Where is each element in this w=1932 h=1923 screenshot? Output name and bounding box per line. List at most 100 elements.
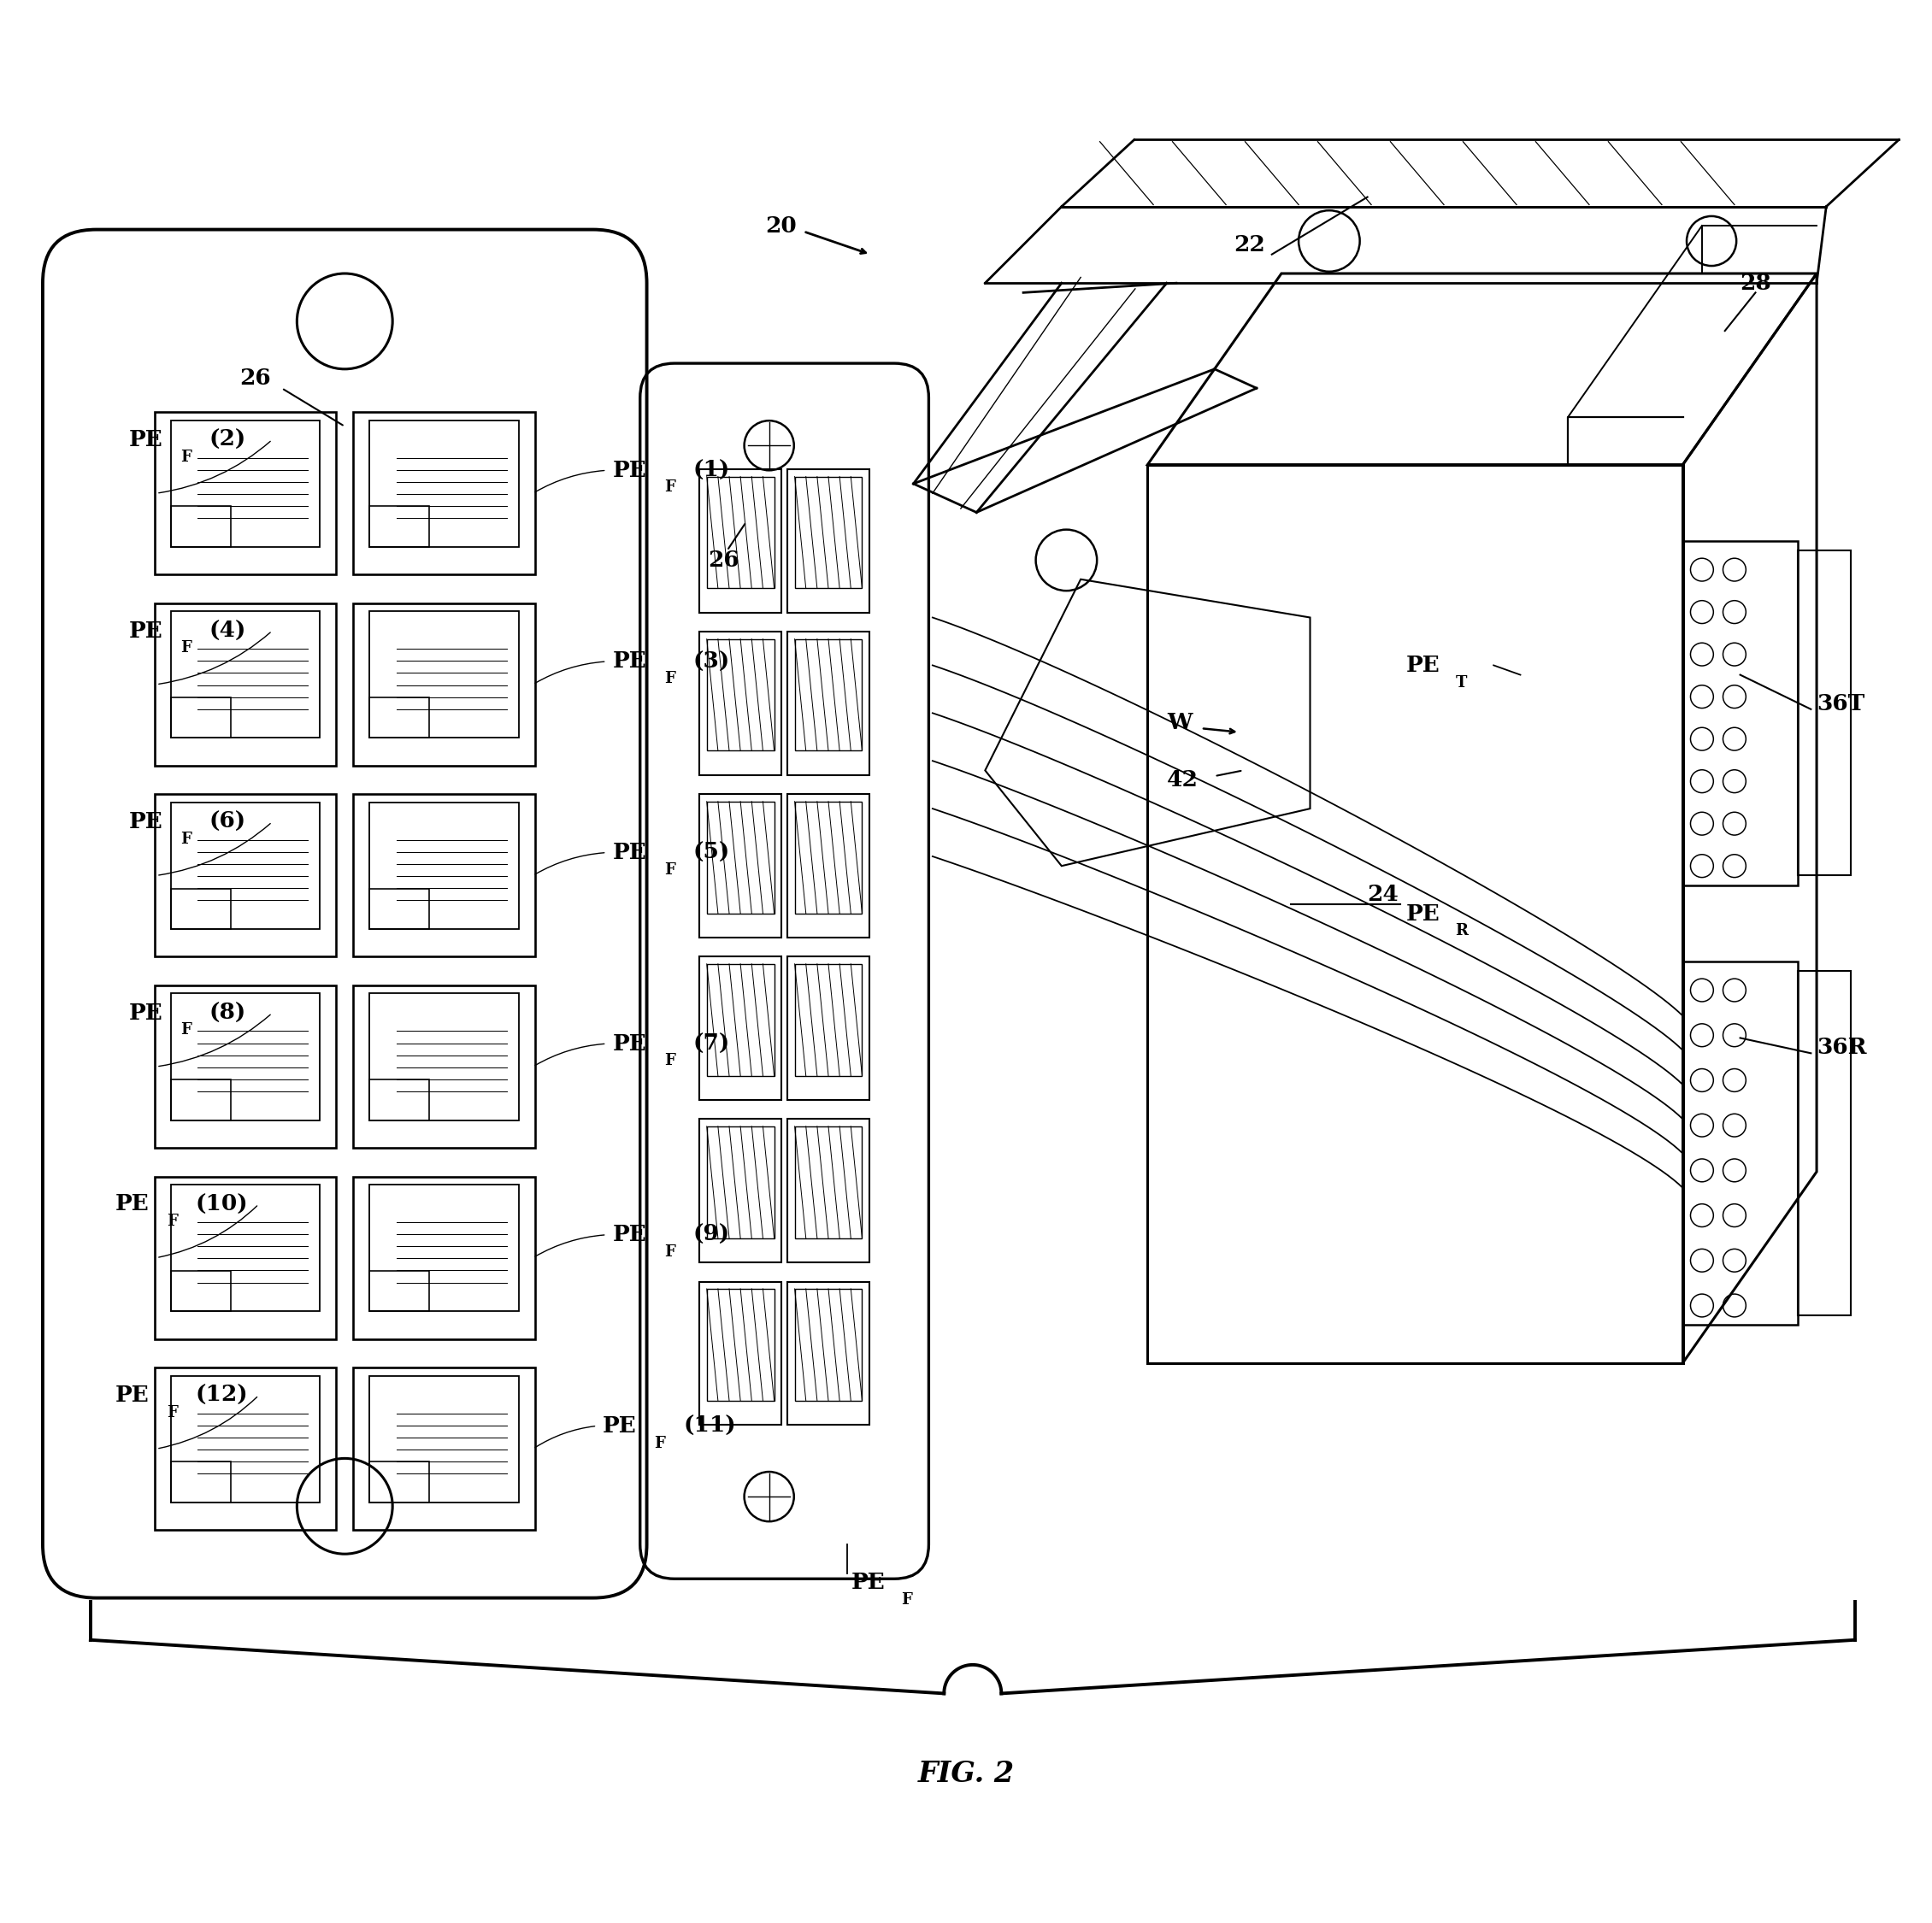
Bar: [707, 1127, 775, 1238]
Text: F: F: [665, 1244, 674, 1260]
Text: PE: PE: [612, 650, 647, 673]
Text: PE: PE: [129, 1002, 162, 1023]
Text: PE: PE: [1406, 654, 1439, 677]
Bar: [794, 638, 862, 750]
Bar: [786, 1119, 869, 1263]
Bar: [155, 1367, 336, 1531]
Text: (1): (1): [694, 460, 730, 481]
Bar: [369, 506, 429, 546]
Text: PE: PE: [612, 1225, 647, 1246]
Bar: [707, 477, 775, 588]
Text: PE: PE: [129, 621, 162, 642]
Text: (12): (12): [195, 1385, 249, 1406]
Bar: [354, 794, 535, 958]
Bar: [170, 888, 230, 929]
Text: PE: PE: [116, 1194, 149, 1215]
Text: 22: 22: [1235, 235, 1265, 256]
Text: 42: 42: [1167, 769, 1198, 790]
Bar: [369, 612, 518, 738]
Bar: [354, 604, 535, 765]
Text: R: R: [1455, 923, 1468, 938]
Text: 26: 26: [240, 367, 270, 388]
Bar: [786, 469, 869, 613]
Bar: [1683, 962, 1797, 1325]
Bar: [786, 1281, 869, 1425]
Text: 20: 20: [765, 215, 796, 237]
Text: F: F: [655, 1435, 665, 1450]
Text: F: F: [180, 640, 191, 656]
Bar: [699, 1119, 782, 1263]
Bar: [794, 477, 862, 588]
Text: PE: PE: [129, 812, 162, 833]
Text: 26: 26: [707, 550, 740, 571]
Bar: [170, 1461, 230, 1502]
Bar: [699, 469, 782, 613]
Text: F: F: [665, 1054, 674, 1069]
Text: PE: PE: [612, 1033, 647, 1054]
Text: (4): (4): [209, 621, 245, 642]
Text: (5): (5): [694, 842, 730, 863]
Bar: [794, 963, 862, 1075]
Text: F: F: [180, 831, 191, 846]
Bar: [786, 794, 869, 938]
Bar: [1148, 465, 1683, 1363]
Text: (2): (2): [209, 429, 245, 450]
Bar: [170, 1271, 230, 1311]
Bar: [354, 985, 535, 1148]
Bar: [354, 1367, 535, 1531]
Bar: [354, 412, 535, 575]
Text: F: F: [900, 1592, 912, 1608]
Bar: [786, 958, 869, 1100]
Bar: [369, 994, 518, 1121]
Bar: [155, 1177, 336, 1338]
Text: (6): (6): [209, 812, 245, 833]
Bar: [707, 1288, 775, 1400]
Text: F: F: [180, 1023, 191, 1038]
Bar: [369, 802, 518, 929]
Text: (9): (9): [694, 1225, 730, 1246]
Bar: [707, 638, 775, 750]
Text: F: F: [166, 1213, 178, 1229]
Text: PE: PE: [612, 460, 647, 481]
Bar: [1797, 971, 1851, 1315]
Bar: [170, 419, 321, 546]
Text: F: F: [166, 1406, 178, 1421]
Bar: [155, 412, 336, 575]
Bar: [794, 802, 862, 913]
Text: F: F: [665, 862, 674, 877]
Text: (10): (10): [195, 1194, 249, 1215]
Bar: [155, 604, 336, 765]
Text: PE: PE: [1406, 904, 1439, 925]
Bar: [170, 994, 321, 1121]
Bar: [155, 985, 336, 1148]
Text: 36R: 36R: [1816, 1036, 1866, 1058]
Text: T: T: [1455, 675, 1466, 690]
Bar: [369, 1461, 429, 1502]
Bar: [794, 1288, 862, 1400]
Text: 28: 28: [1741, 273, 1772, 294]
Bar: [707, 802, 775, 913]
Bar: [170, 802, 321, 929]
Text: (7): (7): [694, 1033, 730, 1054]
Bar: [699, 1281, 782, 1425]
Bar: [699, 958, 782, 1100]
Text: 24: 24: [1368, 885, 1399, 906]
Bar: [369, 698, 429, 738]
Text: W: W: [1167, 712, 1192, 733]
Text: (3): (3): [694, 650, 730, 673]
Text: F: F: [665, 481, 674, 496]
Bar: [155, 794, 336, 958]
Bar: [369, 888, 429, 929]
Text: F: F: [665, 671, 674, 687]
Text: PE: PE: [852, 1571, 885, 1594]
Text: PE: PE: [612, 842, 647, 863]
Bar: [369, 1271, 429, 1311]
Bar: [369, 1079, 429, 1121]
Bar: [369, 419, 518, 546]
Bar: [170, 698, 230, 738]
Bar: [369, 1375, 518, 1502]
Bar: [170, 1375, 321, 1502]
Bar: [699, 633, 782, 775]
Bar: [707, 963, 775, 1075]
Bar: [786, 633, 869, 775]
